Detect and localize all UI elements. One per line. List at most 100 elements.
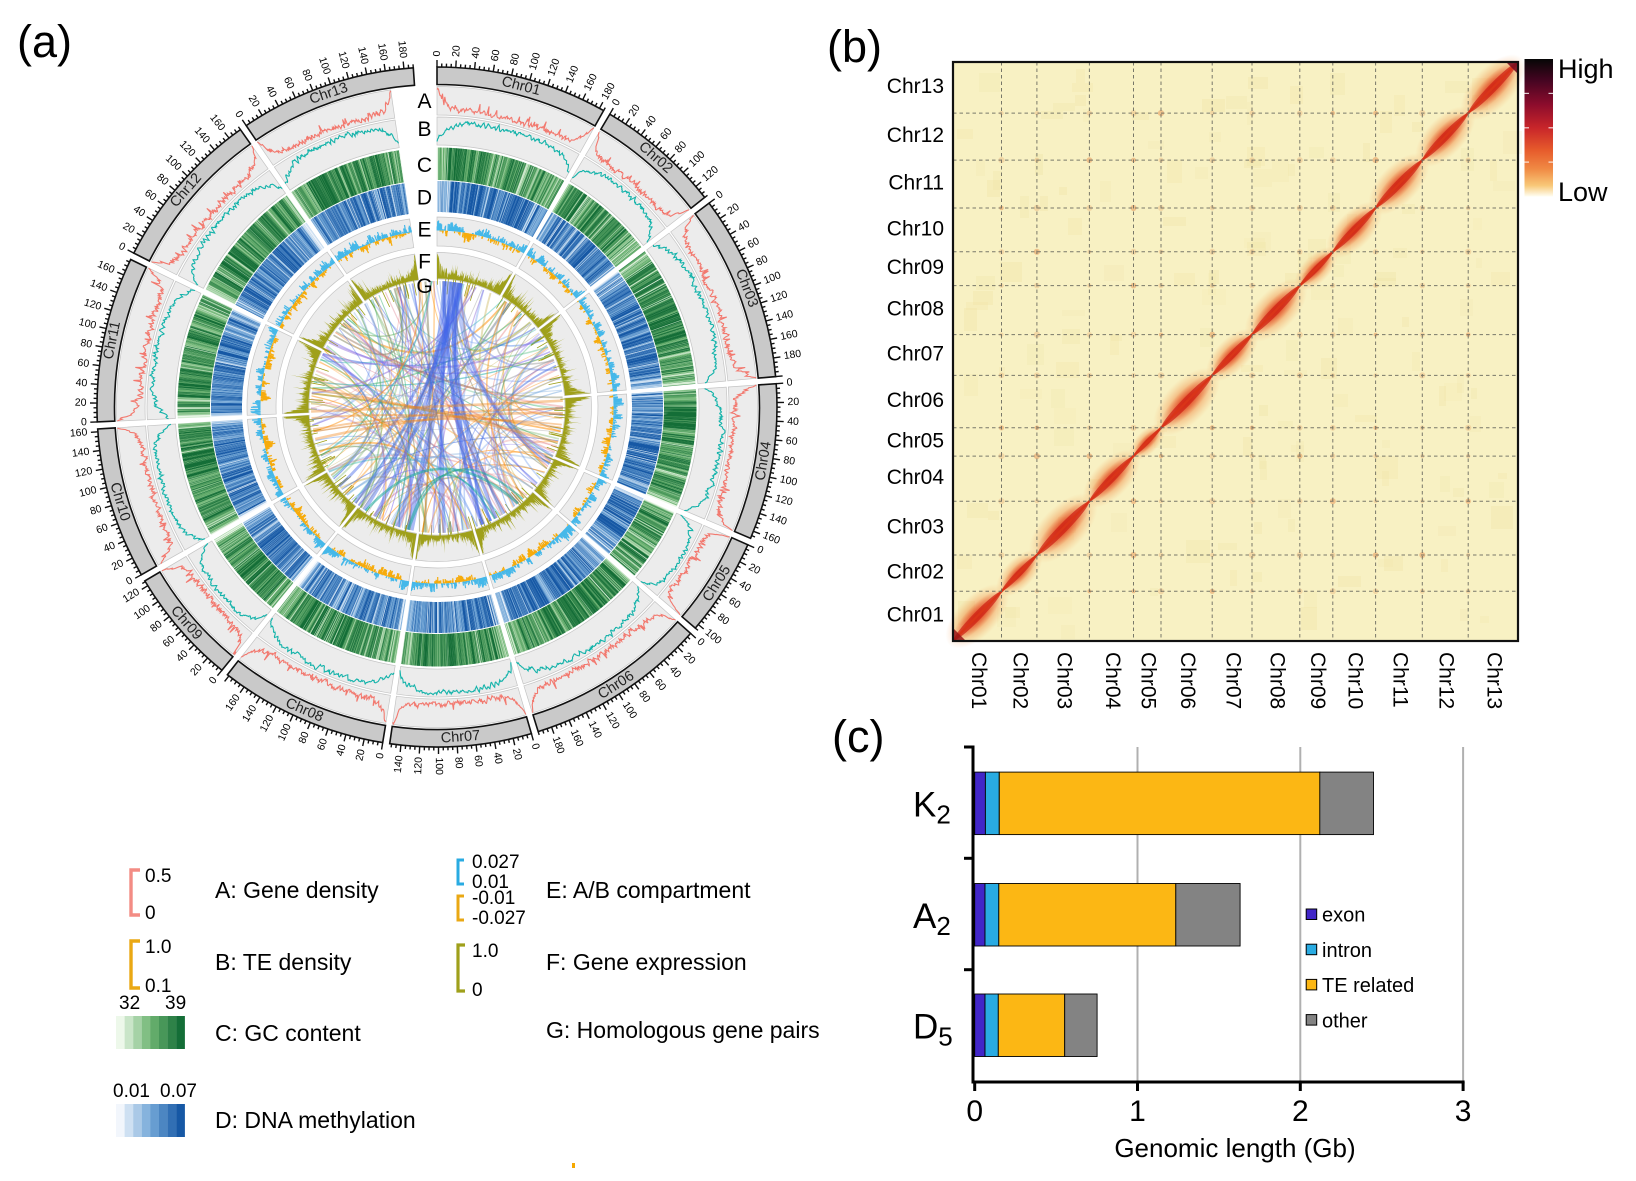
svg-text:0: 0 <box>472 980 483 1001</box>
svg-text:0: 0 <box>81 416 88 428</box>
svg-text:Chr11: Chr11 <box>101 320 124 361</box>
svg-text:60: 60 <box>489 49 503 63</box>
svg-text:2: 2 <box>1292 1095 1309 1128</box>
svg-text:20: 20 <box>110 557 126 573</box>
svg-text:0: 0 <box>124 574 135 587</box>
svg-text:60: 60 <box>315 737 330 752</box>
svg-text:B: TE density: B: TE density <box>215 949 352 975</box>
svg-text:20: 20 <box>626 102 643 119</box>
svg-text:40: 40 <box>787 415 799 427</box>
svg-text:60: 60 <box>726 595 742 612</box>
svg-text:120: 120 <box>545 57 562 78</box>
svg-text:40: 40 <box>131 203 147 220</box>
svg-text:0: 0 <box>786 376 793 388</box>
svg-text:140: 140 <box>89 277 110 294</box>
svg-text:exon: exon <box>1322 905 1365 927</box>
svg-text:Chr06: Chr06 <box>887 389 944 412</box>
svg-text:0.1: 0.1 <box>145 976 171 997</box>
svg-text:Chr07: Chr07 <box>440 728 481 747</box>
svg-text:120: 120 <box>74 465 94 480</box>
svg-text:40: 40 <box>491 751 505 765</box>
svg-text:20: 20 <box>510 747 524 761</box>
svg-text:80: 80 <box>79 337 93 351</box>
svg-text:-0.01: -0.01 <box>472 888 515 909</box>
svg-text:100: 100 <box>433 757 445 775</box>
svg-text:40: 40 <box>470 46 483 59</box>
svg-text:Chr01: Chr01 <box>967 652 990 709</box>
svg-text:(b): (b) <box>827 21 882 72</box>
svg-text:Chr01: Chr01 <box>887 604 944 627</box>
svg-text:1: 1 <box>1129 1095 1146 1128</box>
svg-text:0.01: 0.01 <box>472 872 509 893</box>
svg-text:0.07: 0.07 <box>160 1081 197 1102</box>
svg-text:80: 80 <box>89 503 104 518</box>
svg-text:D: D <box>417 186 432 209</box>
svg-text:other: other <box>1322 1010 1368 1032</box>
svg-text:60: 60 <box>785 435 798 448</box>
svg-text:Chr12: Chr12 <box>1435 652 1458 709</box>
svg-text:1.0: 1.0 <box>472 941 498 962</box>
svg-text:D5: D5 <box>913 1007 953 1051</box>
svg-text:20: 20 <box>746 561 762 577</box>
svg-text:(a): (a) <box>17 16 72 67</box>
svg-text:B: B <box>417 118 431 141</box>
svg-text:60: 60 <box>95 521 110 536</box>
svg-text:40: 40 <box>263 84 279 100</box>
svg-text:0: 0 <box>966 1095 983 1128</box>
svg-text:39: 39 <box>165 993 186 1014</box>
svg-text:180: 180 <box>783 348 802 362</box>
svg-text:Chr02: Chr02 <box>887 561 944 584</box>
svg-text:60: 60 <box>77 357 90 370</box>
svg-text:Chr06: Chr06 <box>1176 652 1199 709</box>
svg-text:Chr11: Chr11 <box>1388 652 1411 708</box>
svg-text:0.027: 0.027 <box>472 852 520 873</box>
svg-text:0.01: 0.01 <box>113 1081 150 1102</box>
svg-text:Chr09: Chr09 <box>1306 652 1329 709</box>
svg-text:100: 100 <box>762 269 783 287</box>
svg-text:G: Homologous gene pairs: G: Homologous gene pairs <box>546 1017 820 1043</box>
svg-text:Chr11: Chr11 <box>888 172 944 195</box>
svg-text:Chr02: Chr02 <box>1009 652 1032 709</box>
svg-text:20: 20 <box>246 93 262 109</box>
svg-text:(c): (c) <box>832 711 884 762</box>
svg-text:E: A/B compartment: E: A/B compartment <box>546 877 751 903</box>
svg-text:20: 20 <box>450 45 463 57</box>
svg-text:Chr04: Chr04 <box>1101 652 1124 710</box>
svg-text:0: 0 <box>529 742 542 751</box>
svg-text:Chr05: Chr05 <box>1137 652 1160 709</box>
svg-text:20: 20 <box>121 220 137 236</box>
svg-text:Chr03: Chr03 <box>887 516 944 539</box>
svg-text:Chr04: Chr04 <box>887 466 945 489</box>
svg-text:-0.027: -0.027 <box>472 908 526 929</box>
svg-text:Chr03: Chr03 <box>1053 652 1076 709</box>
svg-text:D: DNA methylation: D: DNA methylation <box>215 1107 416 1133</box>
svg-text:160: 160 <box>779 328 799 343</box>
svg-text:Low: Low <box>1558 177 1608 207</box>
svg-text:40: 40 <box>75 377 88 390</box>
svg-text:80: 80 <box>783 454 797 468</box>
svg-text:20: 20 <box>725 201 742 218</box>
svg-text:40: 40 <box>737 578 753 594</box>
svg-text:160: 160 <box>761 529 782 547</box>
svg-text:120: 120 <box>412 757 425 775</box>
svg-text:0: 0 <box>431 51 443 57</box>
svg-text:140: 140 <box>355 46 370 66</box>
svg-text:120: 120 <box>336 50 352 70</box>
svg-text:G: G <box>416 275 432 298</box>
svg-text:E: E <box>417 218 431 241</box>
svg-text:F: Gene expression: F: Gene expression <box>546 949 747 975</box>
svg-text:Chr08: Chr08 <box>887 298 944 321</box>
svg-text:140: 140 <box>392 755 406 774</box>
svg-text:40: 40 <box>334 743 349 758</box>
svg-text:120: 120 <box>83 296 103 313</box>
svg-text:140: 140 <box>768 511 789 528</box>
svg-text:20: 20 <box>787 396 799 408</box>
svg-text:100: 100 <box>78 484 98 500</box>
svg-text:F: F <box>418 251 431 274</box>
svg-text:3: 3 <box>1455 1095 1472 1128</box>
svg-text:Chr13: Chr13 <box>887 75 944 98</box>
svg-text:80: 80 <box>754 253 770 269</box>
svg-text:0: 0 <box>755 543 765 556</box>
svg-text:1.0: 1.0 <box>145 937 171 958</box>
svg-text:40: 40 <box>736 218 752 234</box>
